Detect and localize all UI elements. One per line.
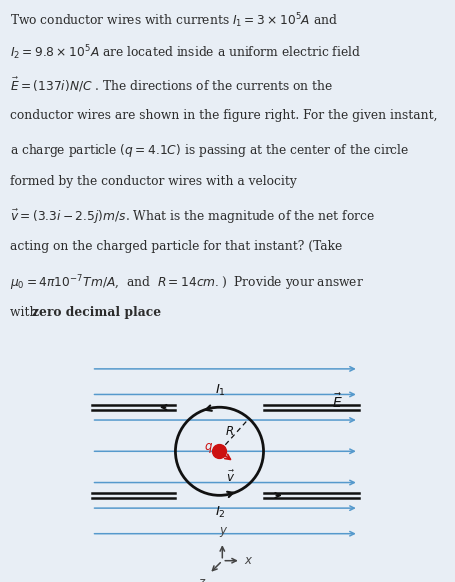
Text: $I_1$: $I_1$ (215, 383, 226, 398)
Text: $z$: $z$ (198, 576, 206, 582)
Text: $\vec{v}$: $\vec{v}$ (225, 470, 234, 485)
Text: Two conductor wires with currents $I_1 = 3 \times 10^5 A$ and: Two conductor wires with currents $I_1 =… (10, 11, 337, 30)
Text: $R$: $R$ (224, 425, 233, 438)
Text: acting on the charged particle for that instant? (Take: acting on the charged particle for that … (10, 240, 342, 253)
Text: $y$: $y$ (218, 525, 228, 539)
Text: a charge particle $(q = 4.1C)$ is passing at the center of the circle: a charge particle $(q = 4.1C)$ is passin… (10, 142, 409, 159)
Text: zero decimal place: zero decimal place (32, 306, 161, 319)
Text: $x$: $x$ (244, 554, 253, 567)
Text: $\mu_0 = 4\pi 10^{-7} Tm/A$,  and  $R = 14cm.$)  Provide your answer: $\mu_0 = 4\pi 10^{-7} Tm/A$, and $R = 14… (10, 273, 363, 293)
Text: $I_2$: $I_2$ (215, 505, 226, 520)
Text: $\vec{E}$: $\vec{E}$ (331, 392, 342, 411)
Text: .: . (111, 306, 115, 319)
Text: $q$: $q$ (204, 441, 213, 455)
Text: with: with (10, 306, 41, 319)
Text: formed by the conductor wires with a velocity: formed by the conductor wires with a vel… (10, 175, 296, 188)
Text: $\vec{E} = (137i)N/C$ . The directions of the currents on the: $\vec{E} = (137i)N/C$ . The directions o… (10, 76, 332, 94)
Text: $\vec{v} = (3.3i - 2.5j)m/s$. What is the magnitude of the net force: $\vec{v} = (3.3i - 2.5j)m/s$. What is th… (10, 208, 374, 226)
Text: conductor wires are shown in the figure right. For the given instant,: conductor wires are shown in the figure … (10, 109, 437, 122)
Text: $I_2 = 9.8 \times 10^5 A$ are located inside a uniform electric field: $I_2 = 9.8 \times 10^5 A$ are located in… (10, 44, 360, 62)
